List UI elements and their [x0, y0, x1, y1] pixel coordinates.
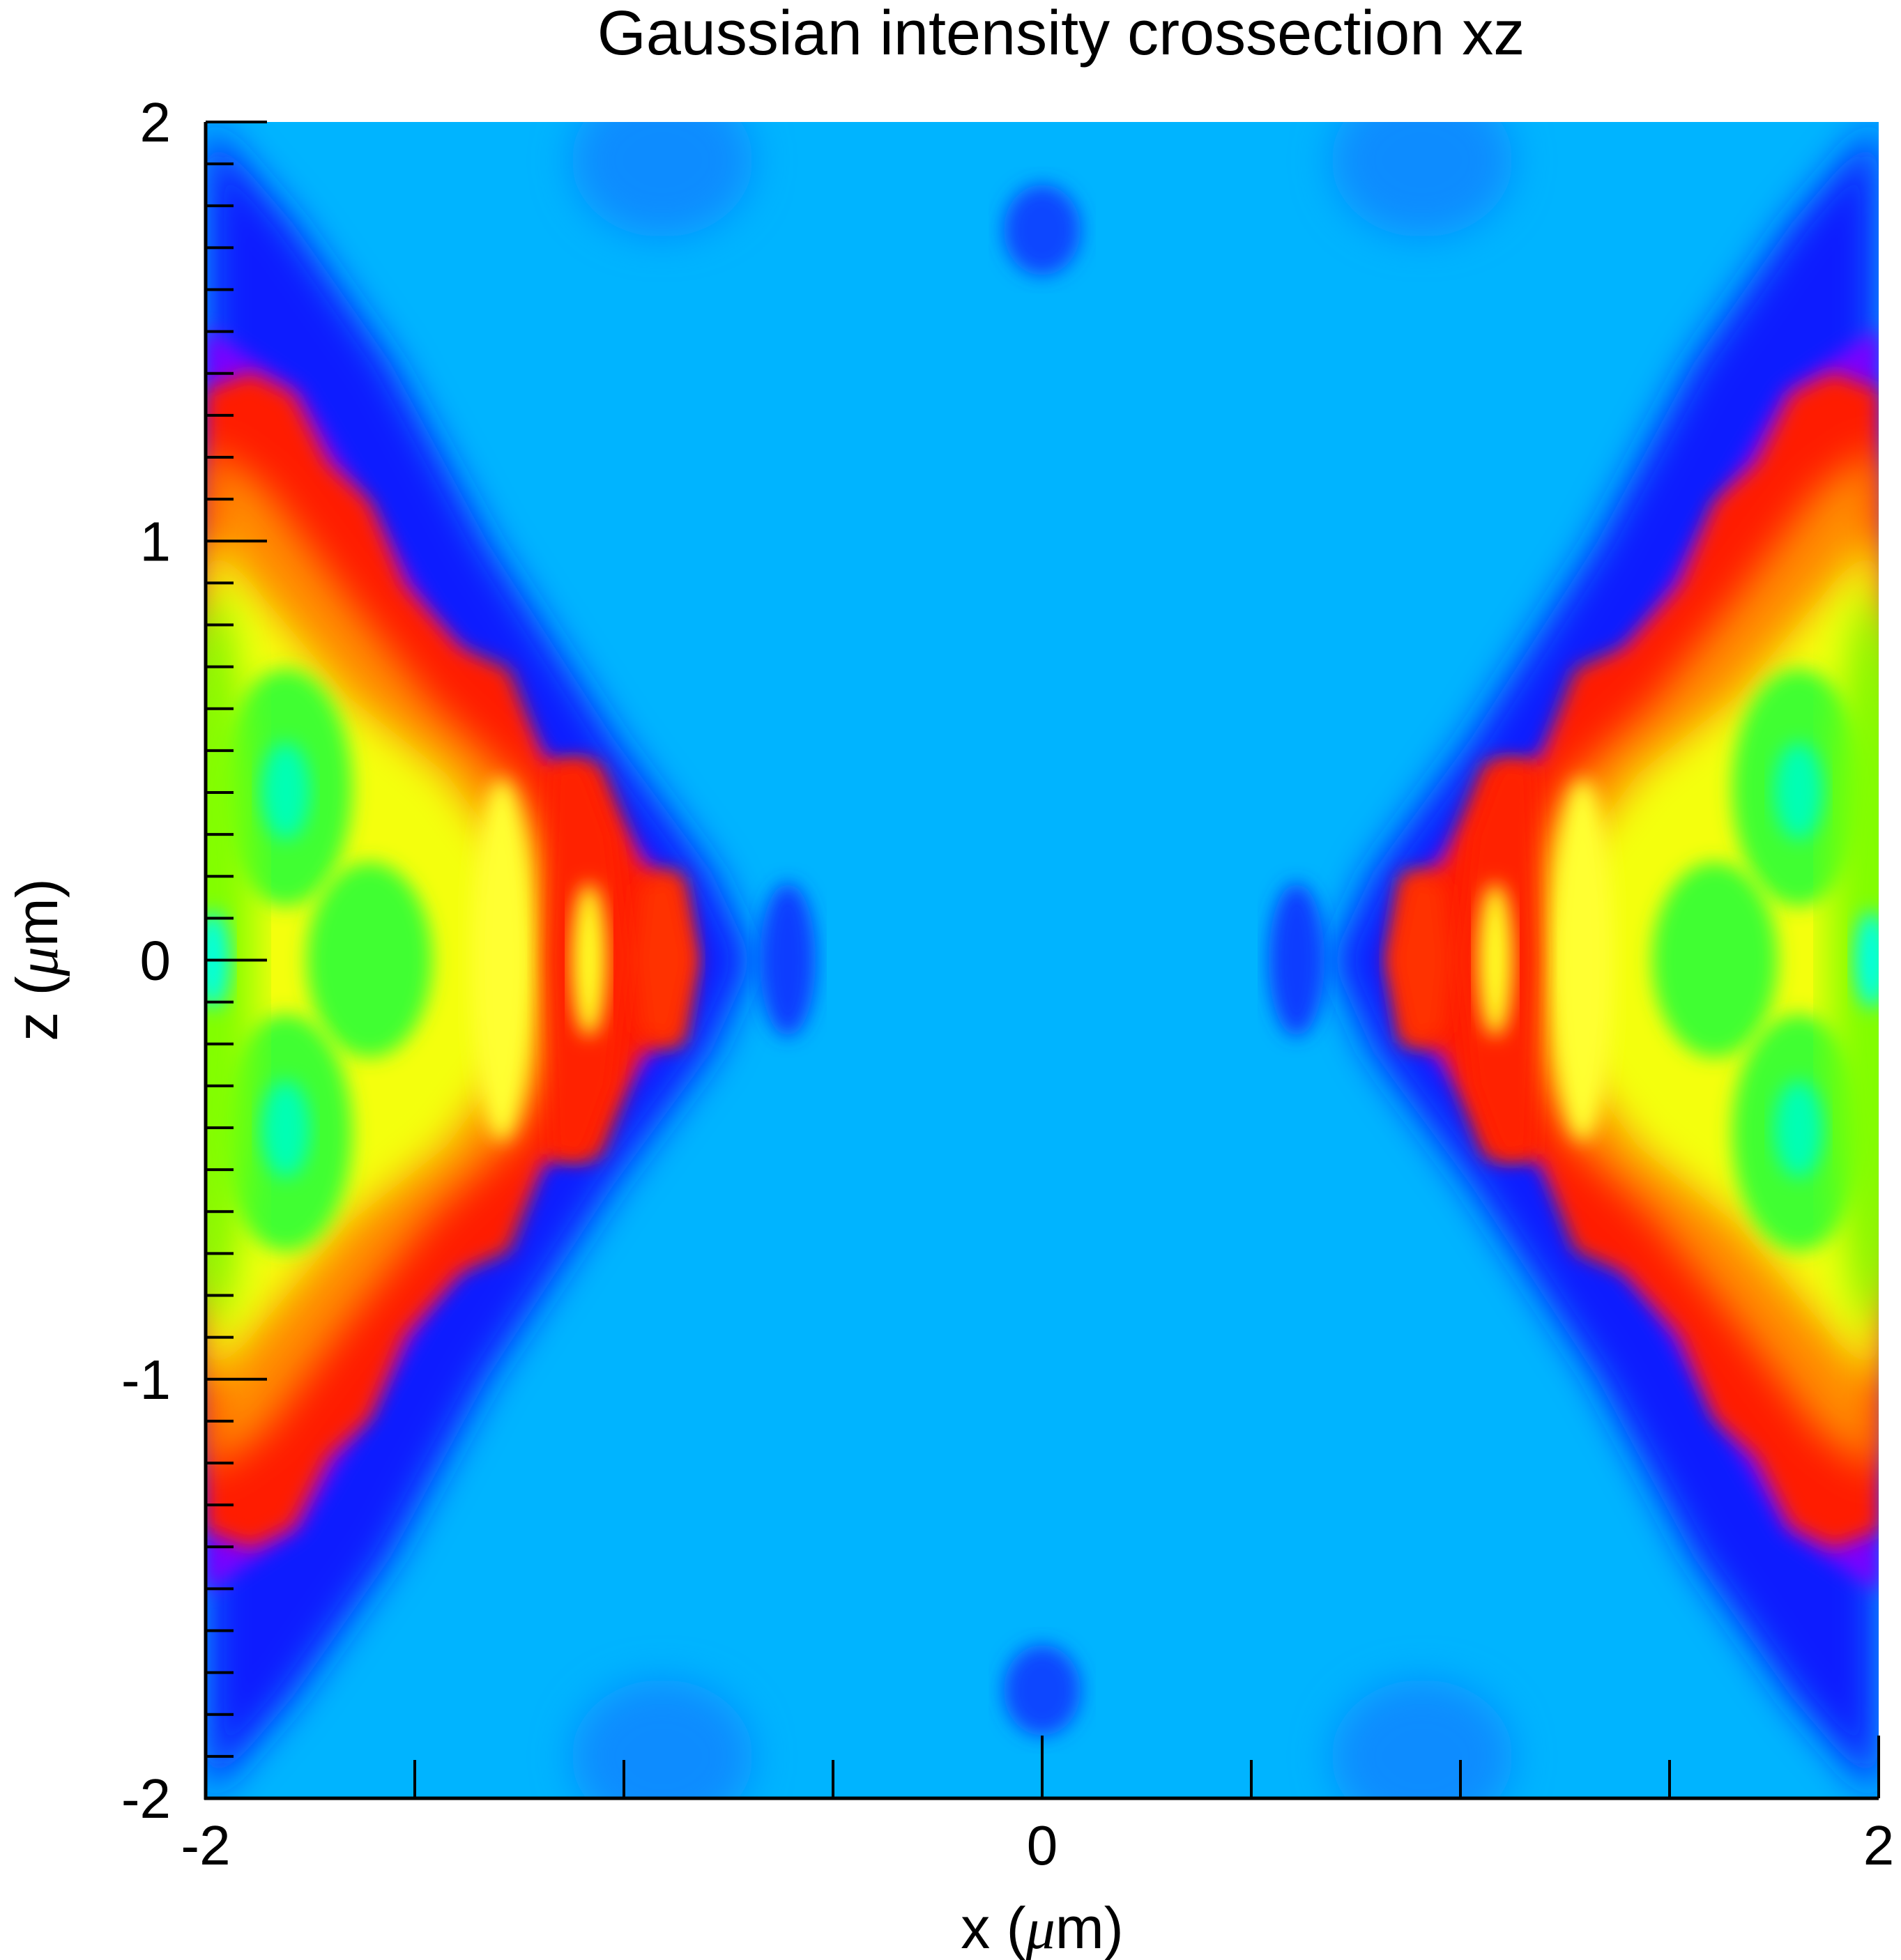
y-tick-label: -1	[121, 1349, 171, 1411]
left-lobe-red-tip	[634, 871, 694, 1046]
right-lobe-cyan-spot-edge	[1854, 911, 1879, 1009]
chart-title: Gaussian intensity crossection xz	[597, 0, 1525, 68]
faint-patches	[572, 122, 1513, 1798]
y-tick-label: 1	[140, 510, 171, 572]
y-tick-label: -2	[121, 1768, 171, 1830]
right-lobe-yellow-core	[1478, 883, 1513, 1036]
x-tick-label: 0	[1027, 1814, 1058, 1876]
faint-patch-top-left	[572, 122, 753, 237]
x-tick-label: -2	[181, 1814, 230, 1876]
faint-patch-top-right	[1331, 122, 1513, 237]
x-axis-label: x (μm)	[961, 1895, 1123, 1960]
axes: -2 0 2 2 1 0 -1 -2	[121, 91, 1894, 1876]
left-lobe-yellow-arc	[471, 779, 533, 1141]
right-lobe-yellow-arc	[1551, 779, 1614, 1141]
left-lobe-green-middle	[307, 862, 432, 1057]
faint-patch-bottom-left	[572, 1680, 753, 1798]
right-lobe	[1269, 122, 1879, 1798]
y-tick-label: 0	[140, 930, 171, 992]
left-lobe-cyan-spot-upper	[261, 742, 310, 840]
y-axis-label: z (μm)	[4, 878, 70, 1041]
heatmap-field	[206, 122, 1879, 1798]
left-lobe-cyan-spot-lower	[261, 1080, 310, 1178]
x-tick-label: 2	[1863, 1814, 1895, 1876]
left-lobe	[206, 122, 816, 1798]
right-lobe-green-middle	[1652, 862, 1778, 1057]
y-tick-label: 2	[140, 91, 171, 153]
blue-spot-top	[1004, 185, 1081, 275]
faint-patch-bottom-right	[1331, 1680, 1513, 1798]
left-lobe-yellow-core	[572, 883, 606, 1036]
right-lobe-cyan-spot-upper	[1774, 742, 1823, 840]
left-lobe-blue-spot	[760, 883, 816, 1036]
right-lobe-blue-spot	[1269, 883, 1324, 1036]
right-lobe-cyan-spot-lower	[1774, 1080, 1823, 1178]
blue-spot-bottom	[1004, 1645, 1081, 1736]
right-lobe-red-tip	[1391, 871, 1450, 1046]
